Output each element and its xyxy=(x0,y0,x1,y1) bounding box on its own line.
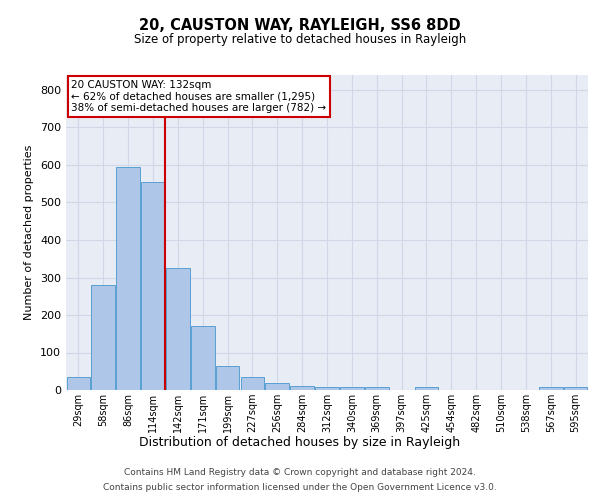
Bar xyxy=(91,285,115,390)
Bar xyxy=(365,387,389,390)
Bar xyxy=(564,387,587,390)
Text: Distribution of detached houses by size in Rayleigh: Distribution of detached houses by size … xyxy=(139,436,461,449)
Bar xyxy=(216,366,239,390)
Bar xyxy=(141,182,165,390)
Text: 20 CAUSTON WAY: 132sqm
← 62% of detached houses are smaller (1,295)
38% of semi-: 20 CAUSTON WAY: 132sqm ← 62% of detached… xyxy=(71,80,326,113)
Text: Contains HM Land Registry data © Crown copyright and database right 2024.: Contains HM Land Registry data © Crown c… xyxy=(124,468,476,477)
Bar xyxy=(116,167,140,390)
Text: Contains public sector information licensed under the Open Government Licence v3: Contains public sector information licen… xyxy=(103,483,497,492)
Bar xyxy=(67,377,90,390)
Text: Size of property relative to detached houses in Rayleigh: Size of property relative to detached ho… xyxy=(134,32,466,46)
Bar xyxy=(340,387,364,390)
Y-axis label: Number of detached properties: Number of detached properties xyxy=(25,145,34,320)
Bar xyxy=(191,326,215,390)
Bar xyxy=(415,387,438,390)
Bar xyxy=(265,383,289,390)
Bar xyxy=(315,387,339,390)
Bar xyxy=(290,386,314,390)
Bar xyxy=(241,377,264,390)
Text: 20, CAUSTON WAY, RAYLEIGH, SS6 8DD: 20, CAUSTON WAY, RAYLEIGH, SS6 8DD xyxy=(139,18,461,32)
Bar xyxy=(539,387,563,390)
Bar xyxy=(166,268,190,390)
